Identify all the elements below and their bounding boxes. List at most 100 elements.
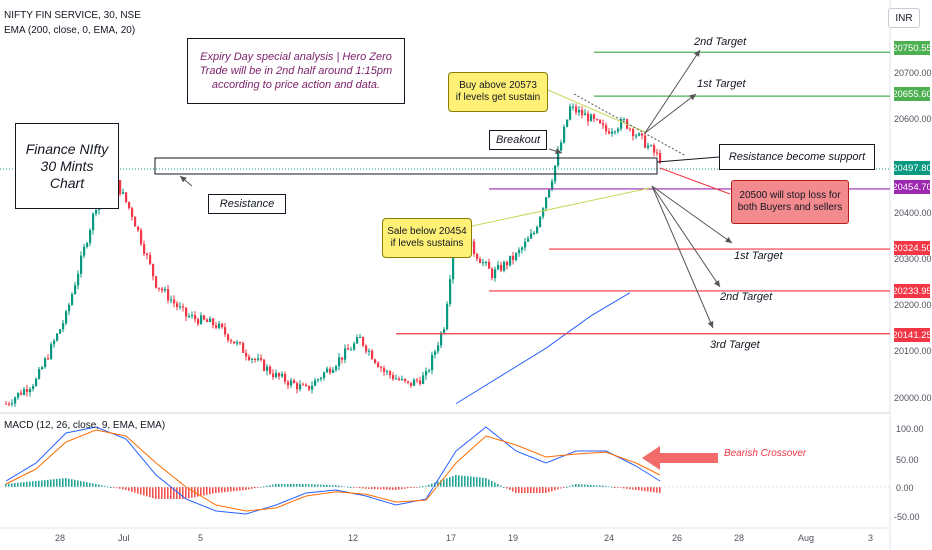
macd-histogram-bar: [599, 485, 601, 487]
candle-body: [26, 389, 29, 393]
candle-body: [584, 113, 587, 116]
macd-histogram-bar: [329, 484, 331, 487]
y-tick: 20600.00: [894, 114, 932, 124]
candle-body: [563, 126, 566, 143]
macd-histogram-bar: [26, 481, 28, 487]
macd-histogram-bar: [347, 486, 349, 488]
macd-histogram-bar: [542, 487, 544, 493]
candle-body: [629, 128, 632, 130]
macd-histogram-bar: [92, 483, 94, 487]
macd-histogram-bar: [404, 487, 406, 489]
macd-histogram-bar: [554, 487, 556, 491]
macd-histogram-bar: [5, 484, 7, 487]
candle-body: [86, 243, 89, 247]
price-label-20233: 20233.95: [892, 284, 932, 298]
candle-body: [371, 350, 374, 360]
candle-body: [410, 382, 413, 386]
macd-histogram-bar: [401, 487, 403, 490]
candle-body: [650, 145, 653, 147]
currency-button[interactable]: INR: [888, 8, 920, 28]
candle-body: [182, 306, 185, 308]
macd-histogram-bar: [74, 479, 76, 487]
candle-body: [245, 352, 248, 357]
macd-histogram-bar: [284, 484, 286, 487]
candle-body: [212, 318, 215, 326]
candle-body: [173, 299, 176, 304]
candle-body: [365, 345, 368, 352]
macd-histogram-bar: [461, 475, 463, 487]
candle-body: [44, 358, 47, 368]
candle-body: [587, 113, 590, 122]
y-tick: 20000.00: [894, 393, 932, 403]
candle-body: [383, 368, 386, 372]
macd-histogram-bar: [185, 487, 187, 499]
candle-body: [494, 269, 497, 279]
candle-body: [122, 192, 125, 194]
candle-body: [443, 329, 446, 333]
macd-histogram-bar: [137, 487, 139, 494]
candle-body: [611, 131, 614, 134]
candle-body: [323, 372, 326, 378]
candle-body: [50, 344, 53, 359]
candle-body: [332, 369, 335, 373]
macd-histogram-bar: [179, 487, 181, 499]
candle-body: [590, 114, 593, 122]
macd-histogram-bar: [125, 487, 127, 490]
candle-body: [134, 216, 137, 227]
macd-y-tick: -50.00: [894, 512, 920, 522]
macd-histogram-bar: [491, 481, 493, 487]
macd-histogram-bar: [605, 485, 607, 487]
candle-body: [41, 367, 44, 370]
candle-body: [59, 329, 62, 334]
macd-histogram-bar: [173, 487, 175, 499]
candle-body: [551, 181, 554, 190]
macd-histogram-bar: [419, 486, 421, 488]
price-label-last: 20497.80: [892, 161, 932, 175]
candle-body: [83, 246, 86, 256]
macd-histogram-bar: [518, 487, 520, 493]
candle-body: [239, 342, 242, 344]
macd-histogram-bar: [68, 478, 70, 487]
macd-histogram-bar: [563, 487, 565, 488]
candle-body: [329, 368, 332, 373]
candle-body: [521, 247, 524, 250]
candle-body: [95, 209, 98, 214]
candle-body: [356, 337, 359, 344]
macd-histogram-bar: [386, 487, 388, 490]
macd-histogram-bar: [215, 487, 217, 493]
macd-histogram-bar: [86, 482, 88, 487]
candle-body: [206, 319, 209, 323]
bearish-crossover-label: Bearish Crossover: [724, 448, 807, 459]
macd-histogram-bar: [473, 476, 475, 487]
candle-body: [497, 264, 500, 270]
candle-body: [368, 350, 371, 352]
candle-body: [503, 262, 506, 271]
macd-histogram-bar: [278, 484, 280, 487]
macd-histogram-bar: [44, 480, 46, 487]
macd-legend[interactable]: MACD (12, 26, close, 9, EMA, EMA): [4, 420, 166, 431]
macd-histogram-bar: [341, 485, 343, 487]
candle-body: [341, 357, 344, 360]
macd-histogram-bar: [566, 486, 568, 488]
macd-histogram-bar: [20, 482, 22, 487]
candle-body: [623, 119, 626, 121]
macd-histogram-bar: [398, 487, 400, 490]
macd-histogram-bar: [242, 487, 244, 491]
macd-histogram-bar: [332, 485, 334, 487]
macd-histogram-bar: [146, 487, 148, 497]
candle-body: [287, 381, 290, 386]
candle-body: [119, 180, 122, 194]
breakout-label: Breakout: [489, 130, 547, 150]
macd-histogram-bar: [122, 487, 124, 490]
macd-histogram-bar: [266, 485, 268, 487]
macd-histogram-bar: [17, 482, 19, 487]
ema-legend[interactable]: EMA (200, close, 0, EMA, 20): [4, 25, 136, 36]
ema-line: [455, 292, 631, 405]
candle-body: [488, 261, 491, 269]
candle-body: [440, 332, 443, 346]
candle-body: [554, 165, 557, 182]
macd-histogram-bar: [317, 484, 319, 487]
macd-histogram-bar: [311, 484, 313, 487]
macd-histogram-bar: [80, 481, 82, 487]
macd-histogram-bar: [62, 478, 64, 487]
